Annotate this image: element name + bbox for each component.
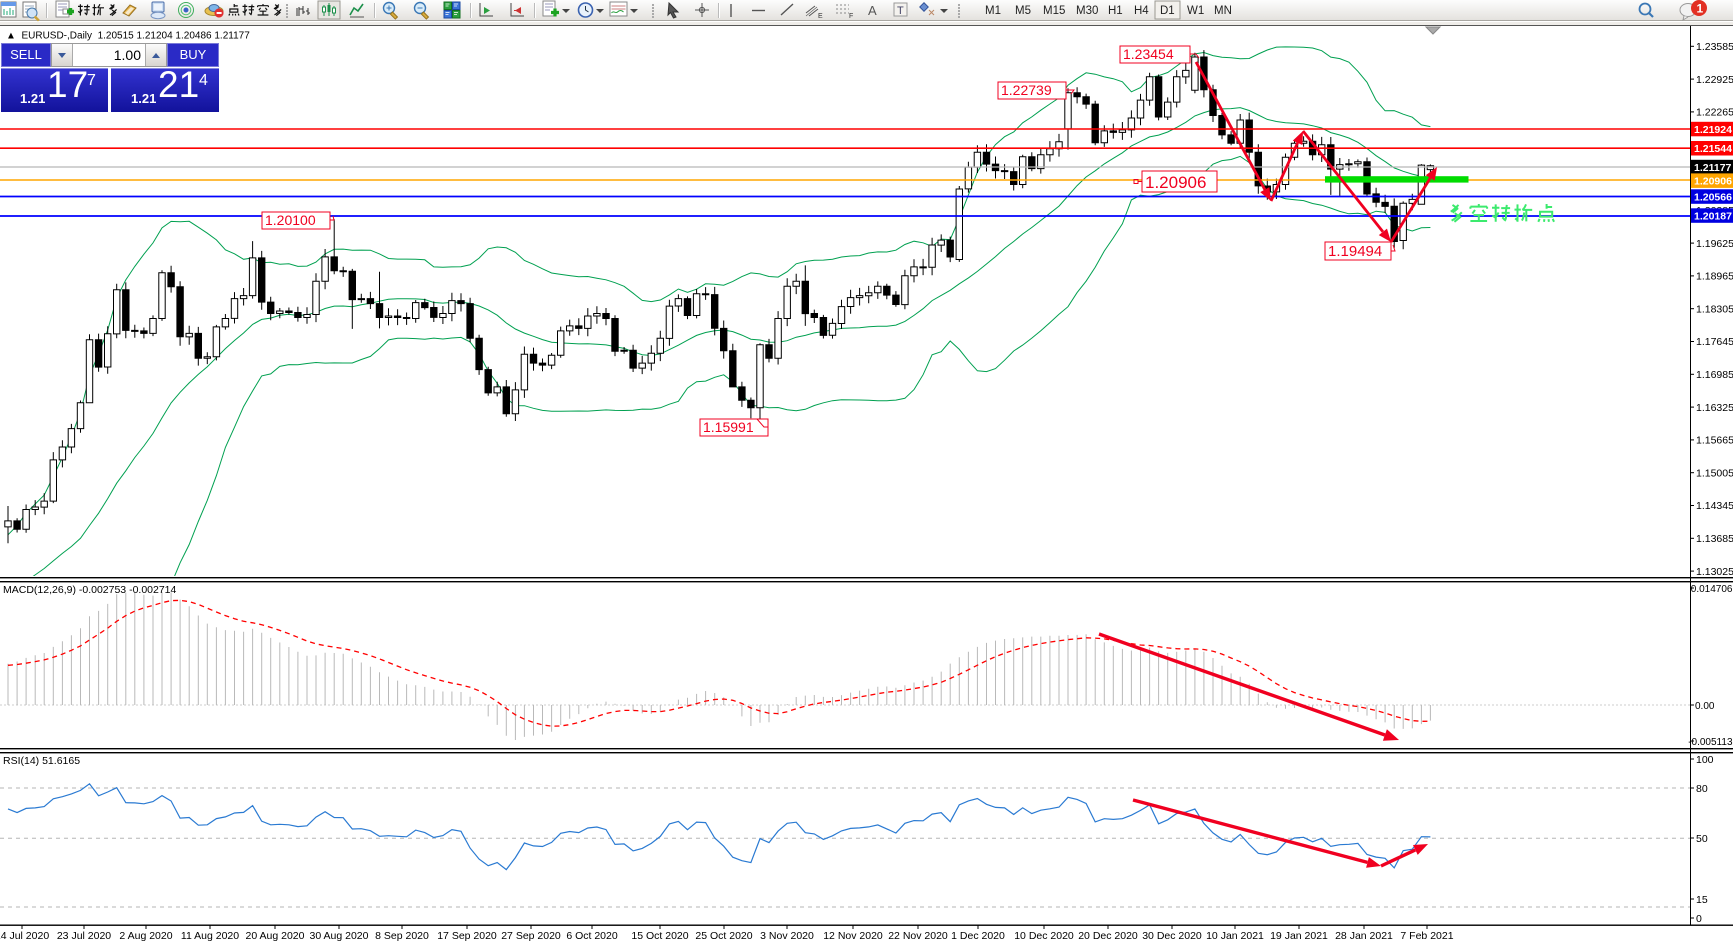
svg-text:1.15005: 1.15005 <box>1696 467 1733 479</box>
svg-text:-0.005113: -0.005113 <box>1688 737 1733 748</box>
svg-text:1.22265: 1.22265 <box>1696 107 1733 119</box>
svg-text:1.21544: 1.21544 <box>1694 143 1732 155</box>
svg-text:▲ EURUSD-,Daily 1.20515 1.21: ▲ EURUSD-,Daily 1.20515 1.21204 1.20486 … <box>6 31 250 42</box>
svg-text:20 Dec 2020: 20 Dec 2020 <box>1078 930 1138 942</box>
svg-text:E: E <box>818 13 823 20</box>
svg-text:28 Jan 2021: 28 Jan 2021 <box>1335 930 1393 942</box>
svg-text:0.00: 0.00 <box>1695 701 1715 712</box>
svg-text:1.20100: 1.20100 <box>265 212 316 228</box>
svg-text:1.15991: 1.15991 <box>703 419 754 435</box>
svg-text:W1: W1 <box>1187 5 1204 17</box>
svg-text:1.21177: 1.21177 <box>1694 162 1732 174</box>
svg-text:11 Aug 2020: 11 Aug 2020 <box>181 930 239 942</box>
svg-text:7 Feb 2021: 7 Feb 2021 <box>1400 930 1453 942</box>
svg-text:80: 80 <box>1696 783 1708 795</box>
svg-text:1.23454: 1.23454 <box>1123 46 1174 62</box>
svg-text:12 Nov 2020: 12 Nov 2020 <box>823 930 883 942</box>
svg-text:MN: MN <box>1214 5 1232 17</box>
svg-text:23 Jul 2020: 23 Jul 2020 <box>57 930 111 942</box>
svg-text:2 Aug 2020: 2 Aug 2020 <box>119 930 172 942</box>
svg-text:15 Oct 2020: 15 Oct 2020 <box>631 930 688 942</box>
svg-text:1.20187: 1.20187 <box>1694 210 1732 222</box>
svg-text:1.14345: 1.14345 <box>1696 500 1733 512</box>
svg-text:T: T <box>897 5 904 17</box>
svg-text:M1: M1 <box>985 5 1001 17</box>
svg-text:F: F <box>849 13 853 20</box>
svg-text:RSI(14) 51.6165: RSI(14) 51.6165 <box>3 755 80 767</box>
svg-text:1: 1 <box>1697 2 1704 16</box>
svg-text:1.20566: 1.20566 <box>1694 191 1732 203</box>
svg-text:0: 0 <box>1696 913 1702 925</box>
svg-text:M30: M30 <box>1076 5 1098 17</box>
svg-text:30 Aug 2020: 30 Aug 2020 <box>310 930 369 942</box>
svg-text:1.22739: 1.22739 <box>1001 82 1052 98</box>
svg-text:10 Jan 2021: 10 Jan 2021 <box>1206 930 1264 942</box>
svg-text:M5: M5 <box>1015 5 1031 17</box>
svg-text:50: 50 <box>1696 833 1708 845</box>
svg-text:H1: H1 <box>1108 5 1123 17</box>
svg-text:1.21924: 1.21924 <box>1694 124 1732 136</box>
svg-text:17 Sep 2020: 17 Sep 2020 <box>437 930 497 942</box>
svg-text:1.19494: 1.19494 <box>1328 243 1382 260</box>
svg-text:1.23585: 1.23585 <box>1696 41 1733 53</box>
svg-text:1.18305: 1.18305 <box>1696 303 1733 315</box>
svg-text:10 Dec 2020: 10 Dec 2020 <box>1014 930 1074 942</box>
svg-text:20 Aug 2020: 20 Aug 2020 <box>246 930 305 942</box>
svg-text:1.18965: 1.18965 <box>1696 271 1733 283</box>
svg-text:3 Nov 2020: 3 Nov 2020 <box>760 930 814 942</box>
svg-text:M15: M15 <box>1043 5 1065 17</box>
svg-text:30 Dec 2020: 30 Dec 2020 <box>1142 930 1202 942</box>
svg-text:1 Dec 2020: 1 Dec 2020 <box>951 930 1005 942</box>
svg-text:1.20906: 1.20906 <box>1145 173 1206 192</box>
svg-text:1.16325: 1.16325 <box>1696 402 1733 414</box>
svg-text:H4: H4 <box>1134 5 1149 17</box>
svg-text:1.17645: 1.17645 <box>1696 336 1733 348</box>
svg-text:1.19625: 1.19625 <box>1696 238 1733 250</box>
svg-text:8 Sep 2020: 8 Sep 2020 <box>375 930 429 942</box>
svg-text:1.20906: 1.20906 <box>1694 176 1732 188</box>
svg-text:14 Jul 2020: 14 Jul 2020 <box>0 930 49 942</box>
svg-text:27 Sep 2020: 27 Sep 2020 <box>501 930 561 942</box>
svg-text:MACD(12,26,9) -0.002753 -0.002: MACD(12,26,9) -0.002753 -0.002714 <box>3 584 177 596</box>
svg-text:1.15665: 1.15665 <box>1696 435 1733 447</box>
svg-text:15: 15 <box>1696 894 1708 906</box>
svg-text:100: 100 <box>1696 754 1714 766</box>
svg-text:0.014706: 0.014706 <box>1691 584 1733 595</box>
svg-text:1.13025: 1.13025 <box>1696 566 1733 578</box>
svg-text:6 Oct 2020: 6 Oct 2020 <box>566 930 618 942</box>
svg-text:19 Jan 2021: 19 Jan 2021 <box>1270 930 1328 942</box>
svg-text:1.16985: 1.16985 <box>1696 369 1733 381</box>
svg-text:25 Oct 2020: 25 Oct 2020 <box>695 930 752 942</box>
svg-text:D1: D1 <box>1160 5 1175 17</box>
svg-text:1.22925: 1.22925 <box>1696 74 1733 86</box>
svg-text:A: A <box>868 3 877 18</box>
svg-text:22 Nov 2020: 22 Nov 2020 <box>888 930 948 942</box>
svg-text:1.13685: 1.13685 <box>1696 533 1733 545</box>
